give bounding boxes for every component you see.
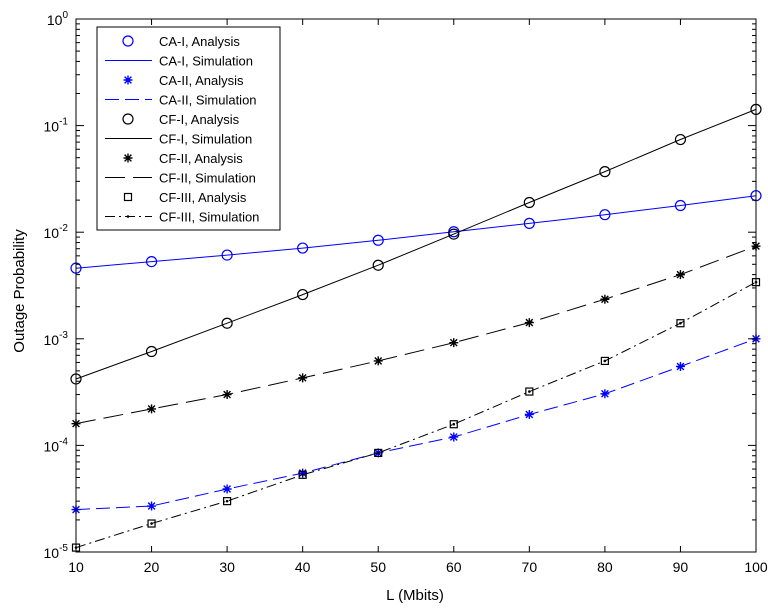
legend-symbol (122, 113, 134, 125)
y-axis-label: Outage Probability (11, 229, 28, 353)
series-point (679, 321, 682, 325)
series-point (225, 499, 229, 503)
series-1 (75, 195, 757, 269)
x-tick-label: 40 (295, 559, 311, 575)
legend-label: CA-II, Simulation (159, 93, 257, 108)
data-point (297, 288, 309, 301)
data-point (674, 199, 687, 212)
y-tick-label: 10-1 (44, 117, 69, 135)
legend-marker (123, 192, 133, 202)
legend-symbol (105, 215, 152, 218)
series-layer (70, 103, 762, 552)
legend-label: CF-II, Analysis (159, 151, 243, 166)
data-point (147, 404, 157, 414)
data-point (145, 345, 158, 358)
axis-ticks: 10 20 30 40 50 60 70 80 90 100 10-5 10-4 10-3 10-2 10-… (44, 10, 768, 575)
x-tick-label: 20 (144, 559, 160, 575)
y-tick-label: 10-3 (44, 330, 69, 348)
x-tick-label: 100 (744, 559, 768, 575)
series-7 (75, 245, 757, 425)
legend-marker (122, 113, 134, 125)
x-tick-label: 10 (68, 559, 84, 575)
series-point (150, 522, 153, 525)
x-tick-label: 90 (673, 559, 689, 575)
y-tick-label: 10-4 (44, 436, 69, 454)
data-point (147, 519, 156, 528)
x-axis-label: L (Mbits) (386, 587, 444, 604)
series-point (376, 451, 380, 455)
legend-label: CF-II, Simulation (159, 171, 256, 186)
data-point (600, 356, 609, 366)
legend-symbol (123, 192, 133, 202)
series-line (75, 108, 757, 380)
legend-symbol (123, 75, 133, 85)
legend-marker (123, 75, 133, 85)
legend: CA-I, Analysis CA-I, Simulation CA-II, Ana… (96, 26, 281, 231)
series-line (75, 245, 757, 425)
x-tick-label: 50 (370, 559, 386, 575)
data-point (223, 497, 232, 506)
series-3 (75, 338, 757, 511)
data-point (523, 196, 535, 209)
series-point (301, 473, 304, 477)
plot-frame (75, 18, 757, 553)
x-tick-label: 30 (219, 559, 235, 575)
series-line (75, 338, 757, 511)
legend-label: CF-III, Analysis (159, 190, 247, 205)
series-line (75, 195, 757, 269)
data-point (147, 501, 157, 511)
legend-label: CA-I, Simulation (159, 54, 253, 69)
series-5 (75, 108, 757, 380)
data-point (523, 217, 535, 229)
y-tick-label: 10-2 (44, 223, 69, 241)
data-point (372, 259, 384, 271)
y-tick-label: 10-5 (44, 543, 69, 561)
legend-label: CF-I, Simulation (159, 132, 252, 147)
data-point (449, 338, 459, 348)
x-tick-label: 80 (597, 559, 613, 575)
legend-label: CF-III, Simulation (159, 210, 259, 225)
legend-label: CA-I, Analysis (159, 34, 240, 49)
legend-point (126, 215, 130, 218)
series-point (528, 390, 531, 393)
legend-symbol (122, 35, 134, 47)
data-point (374, 448, 383, 458)
data-point (372, 234, 384, 246)
x-tick-label: 60 (446, 559, 462, 575)
series-line (75, 281, 757, 549)
series-point (603, 359, 607, 363)
data-point (674, 133, 687, 146)
data-point (449, 420, 458, 429)
data-point (599, 166, 611, 178)
data-point (298, 470, 307, 479)
y-tick-label: 100 (47, 10, 69, 28)
legend-marker (123, 153, 133, 163)
data-point (221, 317, 233, 329)
legend-label: CF-I, Analysis (159, 112, 240, 127)
x-tick-label: 70 (522, 559, 538, 575)
legend-label: CA-II, Analysis (159, 73, 244, 88)
data-point (676, 319, 685, 328)
legend-symbol (123, 153, 133, 163)
data-point (525, 387, 534, 396)
series-9 (74, 280, 758, 549)
data-point (448, 228, 460, 240)
legend-marker (122, 35, 134, 47)
data-point (599, 209, 611, 221)
series-point (452, 422, 456, 426)
